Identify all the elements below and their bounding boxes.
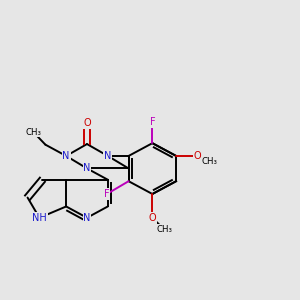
Text: O: O xyxy=(148,213,156,223)
Text: O: O xyxy=(83,118,91,128)
Text: NH: NH xyxy=(32,213,47,223)
Text: CH₃: CH₃ xyxy=(201,158,218,166)
Text: CH₃: CH₃ xyxy=(156,225,172,234)
Text: F: F xyxy=(104,189,110,199)
Text: N: N xyxy=(62,151,70,161)
Text: CH₃: CH₃ xyxy=(26,128,41,137)
Text: N: N xyxy=(104,151,112,161)
Text: N: N xyxy=(83,213,91,223)
Text: N: N xyxy=(83,164,91,173)
Text: O: O xyxy=(194,151,201,161)
Text: F: F xyxy=(150,117,155,127)
